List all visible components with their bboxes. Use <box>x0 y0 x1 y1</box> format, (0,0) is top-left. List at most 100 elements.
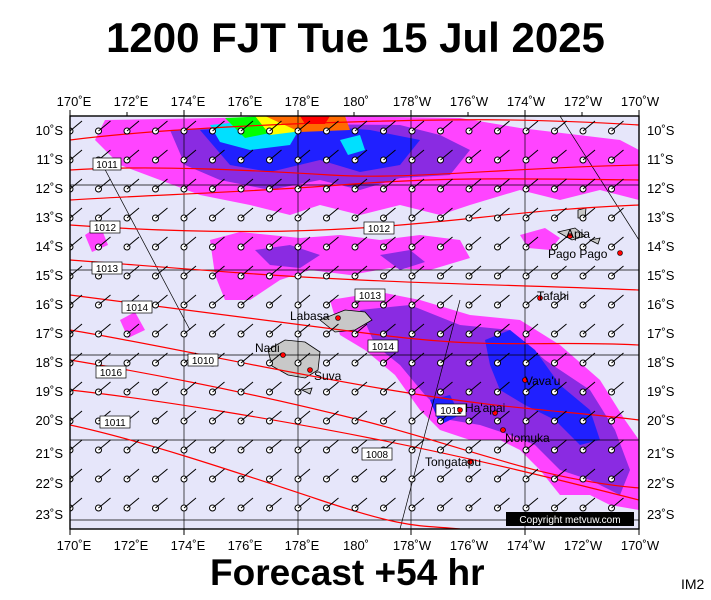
wind-barb <box>326 178 339 190</box>
wind-barb <box>212 410 225 422</box>
wind-barb <box>497 149 510 161</box>
wind-barb <box>326 381 339 393</box>
wind-barb <box>212 439 225 451</box>
wind-barb <box>411 294 425 306</box>
wind-barb <box>554 352 567 364</box>
lon-label: 172˚E <box>114 538 149 553</box>
wind-barb <box>468 381 482 393</box>
wind-barb <box>383 381 396 393</box>
isobar-label: 1013 <box>96 264 119 275</box>
wind-barb <box>611 439 624 451</box>
wind-barb <box>525 381 539 393</box>
wind-barb <box>269 323 282 335</box>
wind-barb <box>70 178 83 190</box>
wind-barb <box>212 149 225 161</box>
wind-barb <box>269 468 282 480</box>
lon-label: 180˚ <box>343 94 369 109</box>
wind-barb <box>183 265 197 277</box>
wind-barb <box>126 149 140 161</box>
lat-label: 10˚S <box>647 123 675 138</box>
wind-barb <box>98 381 111 393</box>
isobar-label: 1008 <box>366 450 389 461</box>
wind-barb <box>297 178 311 190</box>
wind-barb <box>554 207 567 219</box>
lon-label: 170˚E <box>57 94 92 109</box>
wind-barb <box>70 468 83 480</box>
wind-barb <box>611 236 624 248</box>
lon-labels-top: 170˚E 172˚E 174˚E 176˚E 178˚E 180˚ 178˚W… <box>57 94 660 109</box>
lon-label: 170˚W <box>621 538 660 553</box>
wind-barb <box>155 381 168 393</box>
wind-barb <box>468 352 482 364</box>
wind-barb <box>383 410 396 422</box>
lon-label: 178˚W <box>393 94 432 109</box>
wind-barb <box>98 468 111 480</box>
wind-barb <box>497 265 510 277</box>
wind-barb <box>98 207 111 219</box>
wind-barb <box>468 236 482 248</box>
wind-barb <box>354 236 368 248</box>
wind-barb <box>326 120 339 132</box>
lon-label: 170˚E <box>57 538 92 553</box>
wind-barb <box>554 120 567 132</box>
wind-barb <box>383 265 396 277</box>
wind-barb <box>440 352 453 364</box>
wind-barb <box>70 381 83 393</box>
lat-label: 21˚S <box>647 446 675 461</box>
wind-barb <box>497 410 510 422</box>
wind-barb <box>269 352 282 364</box>
wind-barb <box>354 207 368 219</box>
wind-barb <box>440 149 453 161</box>
wind-barb <box>497 352 510 364</box>
place-labasa: Labasa <box>290 309 330 323</box>
wind-barb <box>411 352 425 364</box>
wind-barb <box>582 207 596 219</box>
place-suva: Suva <box>314 369 342 383</box>
wind-barb <box>98 294 111 306</box>
wind-barb <box>554 323 567 335</box>
wind-barb <box>212 265 225 277</box>
isobar-label: 1011 <box>104 418 126 429</box>
wind-barb <box>212 323 225 335</box>
isobar-label: 1012 <box>368 224 391 235</box>
wind-barb <box>525 207 539 219</box>
wind-barb <box>525 468 539 480</box>
lon-label: 174˚W <box>507 538 546 553</box>
wind-barb <box>126 178 140 190</box>
wind-barb <box>70 323 83 335</box>
wind-barb <box>554 236 567 248</box>
wind-barb <box>497 294 510 306</box>
wind-barb <box>611 468 624 480</box>
wind-barb <box>554 381 567 393</box>
wind-barb <box>411 497 425 509</box>
lat-label: 21˚S <box>36 446 64 461</box>
wind-barb <box>70 236 83 248</box>
lat-label: 14˚S <box>36 239 64 254</box>
wind-barb <box>70 439 83 451</box>
wind-barb <box>611 149 624 161</box>
lat-label: 20˚S <box>647 413 675 428</box>
wind-barb <box>297 497 311 509</box>
wind-barb <box>183 381 197 393</box>
wind-barb <box>98 120 111 132</box>
wind-barb <box>440 468 453 480</box>
wind-barb <box>269 236 282 248</box>
image-code: IM2 <box>681 576 705 592</box>
lat-label: 16˚S <box>36 297 64 312</box>
wind-barb <box>497 468 510 480</box>
wind-barb <box>440 439 453 451</box>
wind-barb <box>582 352 596 364</box>
place-haapai: Ha'apai <box>465 401 505 415</box>
wind-barb <box>497 439 510 451</box>
wind-barb <box>354 149 368 161</box>
place-nomuka: Nomuka <box>505 431 550 445</box>
lat-label: 16˚S <box>647 297 675 312</box>
wind-barb <box>440 265 453 277</box>
wind-barb <box>468 265 482 277</box>
wind-barb <box>383 352 396 364</box>
wind-barb <box>126 323 140 335</box>
lon-labels-bottom: 170˚E 172˚E 174˚E 176˚E 178˚E 180˚ 178˚W… <box>57 538 660 553</box>
isobar-label: 1012 <box>94 223 117 234</box>
wind-barb <box>468 120 482 132</box>
lon-tick-marks <box>69 110 640 535</box>
